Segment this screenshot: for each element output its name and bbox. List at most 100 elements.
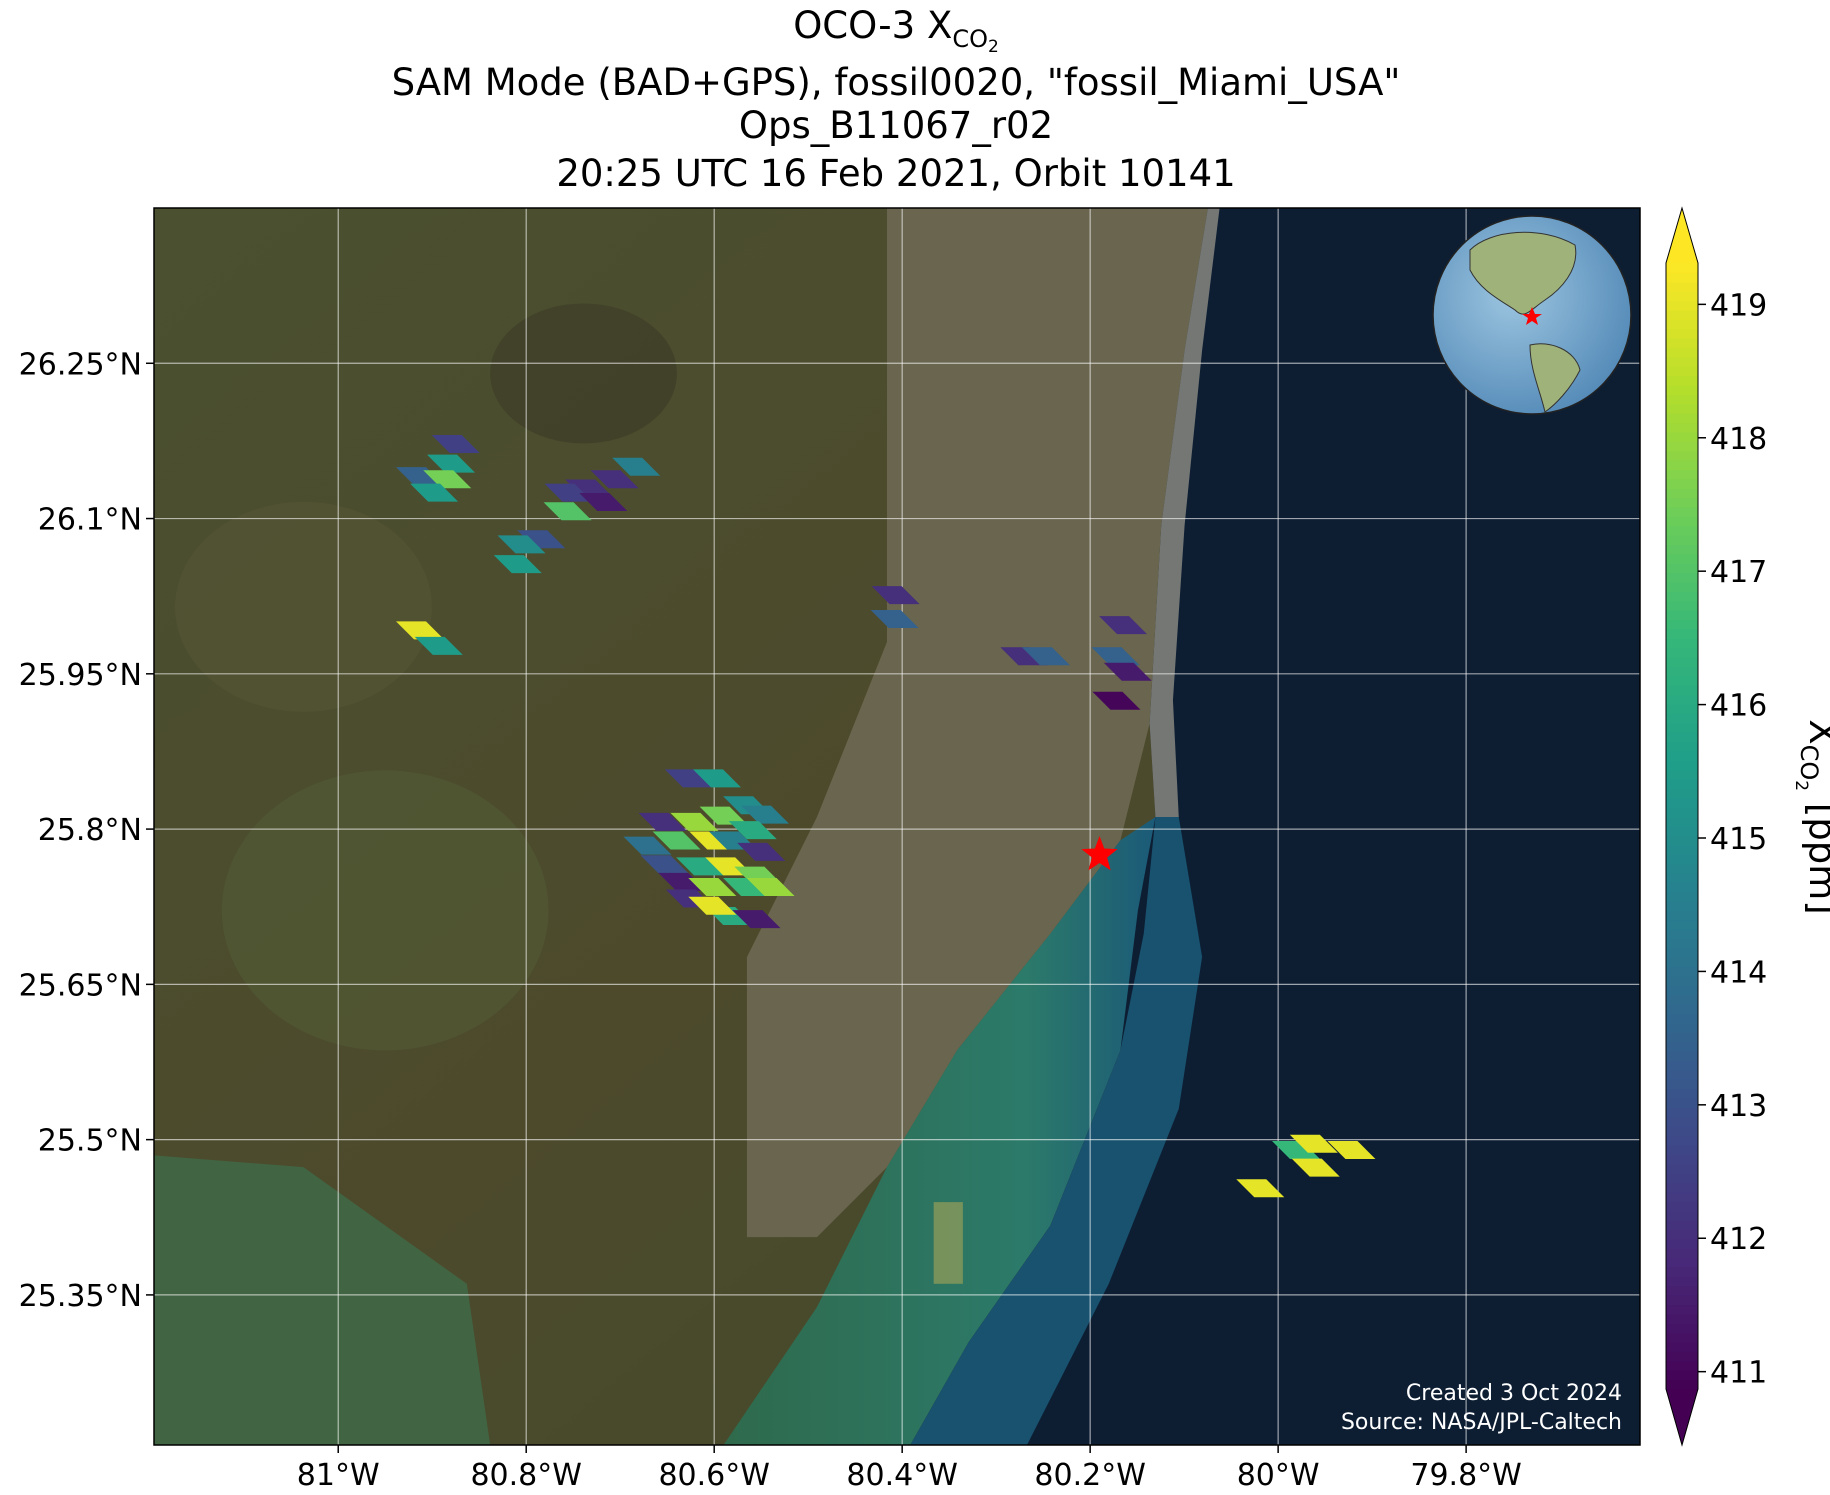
colorbar-slice: [1666, 1332, 1698, 1343]
colorbar-slice: [1666, 863, 1698, 874]
colorbar-slice: [1666, 1022, 1698, 1033]
sounding: [517, 530, 566, 549]
colorbar-slice: [1666, 590, 1698, 602]
sounding: [1099, 616, 1148, 635]
colorbar-slice: [1666, 1219, 1698, 1230]
y-tick-label: 26.25°N: [19, 347, 142, 382]
colorbar-slice: [1666, 1041, 1698, 1052]
colorbar-slice: [1666, 290, 1698, 302]
colorbar-slice: [1666, 384, 1698, 395]
cbar-label-base: X: [1801, 719, 1830, 744]
colorbar-slice: [1666, 309, 1698, 320]
colorbar-slice: [1666, 1266, 1698, 1277]
subtitle: SAM Mode (BAD+GPS), fossil0020, "fossil_…: [392, 61, 1401, 104]
colorbar-slice: [1666, 1153, 1698, 1165]
colorbar-slice: [1666, 1069, 1698, 1080]
colorbar-slice: [1666, 1322, 1698, 1334]
colorbar-slice: [1666, 1238, 1698, 1249]
colorbar-slice: [1666, 928, 1698, 940]
sounding: [699, 806, 748, 825]
colorbar-slice: [1666, 1228, 1698, 1240]
colorbar-slice: [1666, 891, 1698, 902]
sounding: [688, 896, 737, 915]
colorbar-slice: [1666, 1247, 1698, 1259]
colorbar-slice: [1666, 684, 1698, 696]
colorbar-slice: [1666, 750, 1698, 761]
colorbar-slice: [1666, 356, 1698, 367]
colorbar-slice: [1666, 262, 1698, 273]
title-sub: CO: [952, 25, 988, 53]
colorbar-slice: [1666, 816, 1698, 827]
sounding: [1291, 1158, 1340, 1177]
sounding: [723, 878, 772, 897]
x-tick-label: 80.8°W: [470, 1458, 581, 1493]
grid: [154, 208, 1640, 1445]
sounding: [664, 769, 713, 788]
colorbar-slice: [1666, 731, 1698, 743]
colorbar-slice: [1666, 1172, 1698, 1184]
sounding: [1091, 647, 1140, 666]
colorbar-tick-label: 416: [1710, 689, 1767, 724]
sounding: [870, 609, 919, 628]
colorbar-slice: [1666, 1135, 1698, 1146]
colorbar-slice: [1666, 1050, 1698, 1062]
colorbar-slice: [1666, 1285, 1698, 1296]
subtitle: 20:25 UTC 16 Feb 2021, Orbit 10141: [556, 152, 1235, 195]
colorbar-slice: [1666, 806, 1698, 818]
sounding: [623, 836, 672, 855]
colorbar-extend-top: [1666, 208, 1698, 263]
sounding: [431, 435, 480, 454]
colorbar-slice: [1666, 1060, 1698, 1071]
colorbar-tick-label: 414: [1710, 955, 1767, 990]
colorbar-slice: [1666, 478, 1698, 489]
y-tick-label: 25.95°N: [19, 658, 142, 693]
colorbar-slice: [1666, 553, 1698, 564]
sounding: [1103, 662, 1152, 681]
sounding: [871, 586, 920, 605]
colorbar-tick-label: 417: [1710, 555, 1767, 590]
colorbar-slice: [1666, 919, 1698, 930]
colorbar-slice: [1666, 497, 1698, 508]
colorbar-slice: [1666, 741, 1698, 752]
y-tick-label: 25.5°N: [38, 1124, 142, 1159]
sounding: [1327, 1140, 1376, 1159]
colorbar-slice: [1666, 572, 1698, 583]
colorbar-slice: [1666, 1013, 1698, 1024]
colorbar-slice: [1666, 665, 1698, 677]
title-base: OCO-3 X: [793, 4, 952, 47]
sounding: [732, 910, 781, 929]
sounding: [1021, 647, 1070, 666]
sounding: [410, 483, 459, 502]
colorbar-slice: [1666, 468, 1698, 480]
colorbar-slice: [1666, 947, 1698, 958]
colorbar-outline: [1665, 206, 1699, 1447]
colorbar-slice: [1666, 759, 1698, 771]
basemap: [154, 208, 1640, 1445]
sounding: [652, 831, 701, 850]
sounding: [693, 769, 742, 788]
sounding: [1092, 691, 1141, 710]
colorbar-slice: [1666, 1031, 1698, 1043]
colorbar-slice: [1666, 656, 1698, 667]
x-tick-label: 80.6°W: [658, 1458, 769, 1493]
colorbar-slice: [1666, 769, 1698, 780]
soundings: [395, 435, 1376, 1198]
sounding: [638, 812, 687, 831]
colorbar-slice: [1666, 1341, 1698, 1352]
colorbar-slice: [1666, 675, 1698, 686]
colorbar-slice: [1666, 909, 1698, 921]
x-tick-label: 81°W: [297, 1458, 380, 1493]
colorbar-slice: [1666, 346, 1698, 358]
colorbar-slice: [1666, 600, 1698, 611]
colorbar-slice: [1666, 1182, 1698, 1193]
colorbar-slice: [1666, 1191, 1698, 1202]
colorbar-slice: [1666, 1125, 1698, 1137]
colorbar-slice: [1666, 450, 1698, 461]
colorbar-slice: [1666, 318, 1698, 330]
colorbar-slice: [1666, 1107, 1698, 1118]
colorbar-slice: [1666, 694, 1698, 705]
colorbar-slice: [1666, 712, 1698, 724]
colorbar-tick-label: 413: [1710, 1089, 1767, 1124]
sounding: [728, 821, 777, 840]
